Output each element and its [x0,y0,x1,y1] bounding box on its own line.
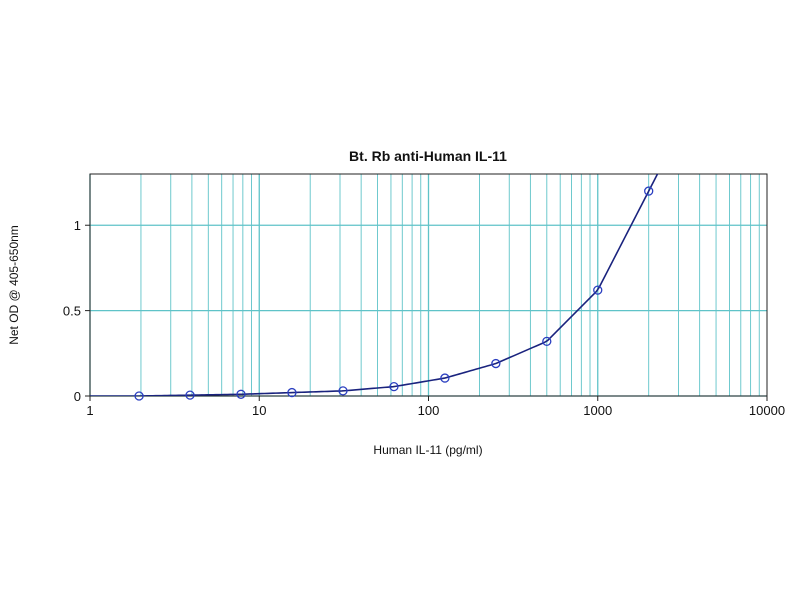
data-point [287,387,297,398]
grid [89,174,767,397]
x-tick-label: 1000 [583,403,612,418]
data-point [389,381,399,392]
axis-ticks: 1 10 100 1000 10000 0 0.5 1 [63,218,785,418]
x-tick-label: 10000 [749,403,785,418]
x-tick-label: 1 [86,403,93,418]
data-point [134,391,144,401]
y-axis-label: Net OD @ 405-650nm [7,225,21,345]
data-point [542,336,552,347]
x-tick-label: 100 [418,403,440,418]
data-point [644,186,654,196]
data-point [185,390,195,400]
x-axis-label: Human IL-11 (pg/ml) [373,443,482,457]
y-tick-label: 0 [74,389,81,404]
y-tick-label: 1 [74,218,81,233]
x-tick-label: 10 [252,403,266,418]
fit-curve-group [90,174,659,396]
chart-title: Bt. Rb anti-Human IL-11 [349,148,507,164]
y-tick-label: 0.5 [63,304,81,319]
data-point [236,389,246,399]
data-points [134,186,654,401]
data-point [440,373,450,383]
data-point [593,285,603,295]
fit-curve [90,174,659,396]
data-point [491,358,501,369]
data-point [338,386,348,396]
